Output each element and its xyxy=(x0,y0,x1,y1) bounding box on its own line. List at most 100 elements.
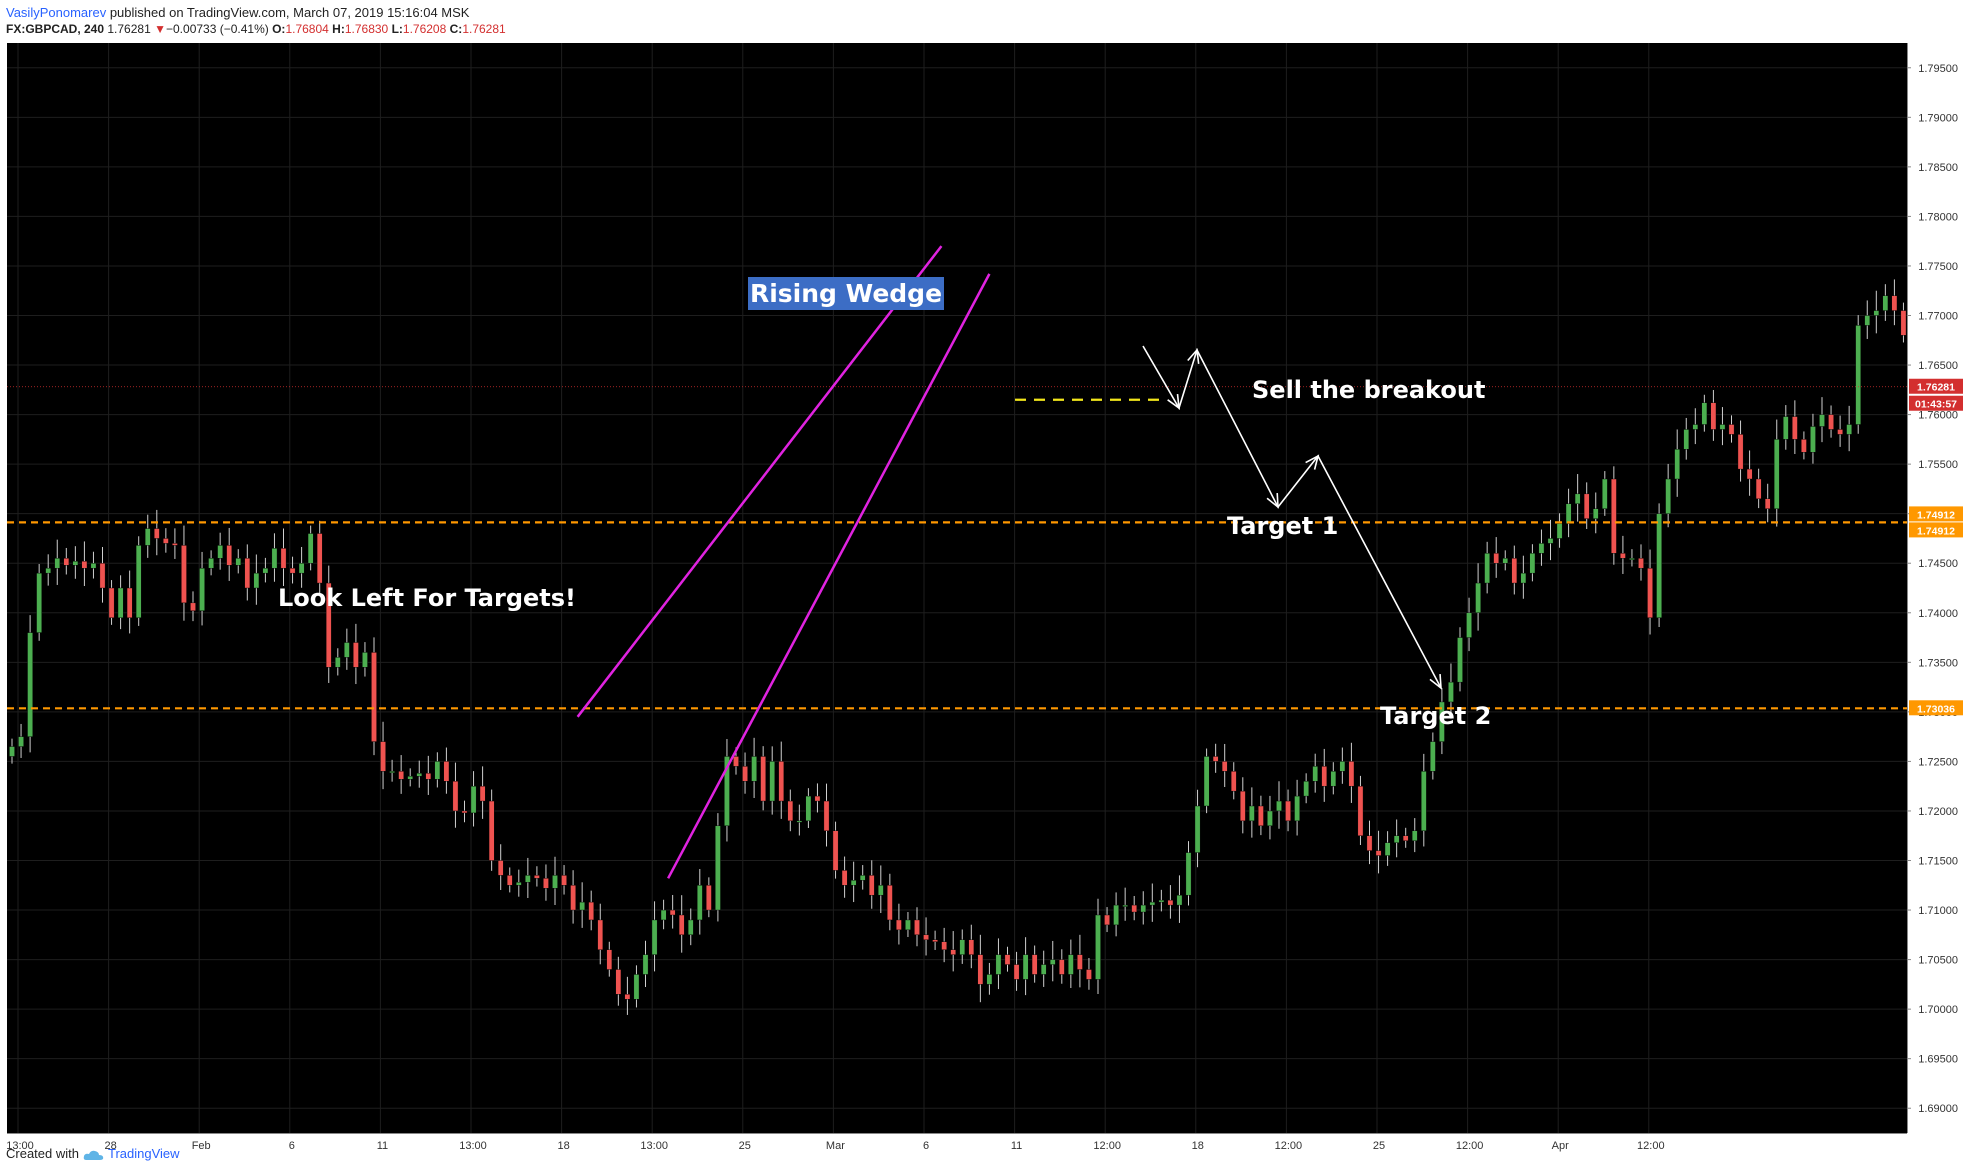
candle-up xyxy=(959,939,966,955)
candle-down xyxy=(1828,414,1834,430)
price-tick-label: 1.70500 xyxy=(1918,955,1958,967)
candle-up xyxy=(434,761,441,780)
candle-up xyxy=(1411,830,1418,841)
candle-up xyxy=(1303,781,1309,797)
candle-down xyxy=(932,939,938,942)
candle-up xyxy=(389,771,395,774)
arrowhead-3 xyxy=(1266,492,1279,509)
candle-down xyxy=(1031,954,1038,975)
candle-up xyxy=(1330,771,1337,787)
candle-down xyxy=(289,567,296,574)
candle-down xyxy=(896,919,902,931)
price-tick-label: 1.79000 xyxy=(1918,112,1958,124)
price-tick-label: 1.78500 xyxy=(1918,162,1958,174)
price-tick-label: 1.77500 xyxy=(1918,261,1958,273)
candle-down xyxy=(787,800,794,822)
candle-up xyxy=(1466,612,1472,638)
candle-up xyxy=(1176,894,1183,906)
candle-down xyxy=(887,885,893,921)
candle-down xyxy=(190,602,196,611)
price-tick-label: 1.70000 xyxy=(1918,1004,1958,1016)
time-axis[interactable]: 13:00 28 Feb 6 11 13:00 18 13:00 25 Mar 6 11 12:00 18… xyxy=(6,1133,1907,1152)
look-left-label: Look Left For Targets! xyxy=(278,584,576,612)
price-tick-label: 1.74000 xyxy=(1918,608,1958,620)
candle-up xyxy=(1565,503,1572,524)
price-tick-label: 1.78000 xyxy=(1918,211,1958,223)
candle-down xyxy=(624,994,631,1000)
candle-down xyxy=(153,528,160,539)
candle-up xyxy=(1538,543,1545,554)
candle-up xyxy=(1665,478,1671,514)
symbol-line: FX:GBPCAD, 240 1.76281 ▼−0.00733 (−0.41%… xyxy=(6,21,1966,38)
high-value: 1.76830 xyxy=(344,22,389,36)
support-1-tag: 1.74912 xyxy=(1917,509,1955,521)
projection-arrows xyxy=(1142,345,1442,690)
candle-up xyxy=(1457,637,1463,683)
last-price-tag-bg xyxy=(1909,378,1963,394)
price-tick-label: 1.71500 xyxy=(1918,856,1958,868)
time-tick-label: 25 xyxy=(1373,1140,1385,1152)
candle-up xyxy=(1267,810,1273,827)
candle-down xyxy=(1058,959,1065,975)
candle-up xyxy=(796,820,803,823)
candle-up xyxy=(1629,558,1635,560)
plot-area[interactable] xyxy=(7,43,1907,1133)
time-tick-label: 28 xyxy=(104,1140,116,1152)
candle-down xyxy=(452,781,459,812)
price-tick-label: 1.72000 xyxy=(1918,806,1958,818)
candle-up xyxy=(1701,402,1708,425)
tradingview-cloud-icon xyxy=(83,1150,103,1160)
candle-down xyxy=(941,941,947,950)
candle-up xyxy=(878,885,884,896)
candle-up xyxy=(199,567,205,611)
candle-down xyxy=(181,545,187,604)
candle-up xyxy=(307,533,314,564)
candle-down xyxy=(1402,835,1409,841)
candle-up xyxy=(633,974,640,1000)
candle-up xyxy=(1819,414,1825,427)
candle-down xyxy=(1801,439,1807,453)
candle-up xyxy=(516,882,522,886)
candle-down xyxy=(1167,899,1174,906)
candle-up xyxy=(1810,426,1816,453)
candle-down xyxy=(443,761,450,782)
candle-down xyxy=(1013,964,1020,980)
candle-down xyxy=(371,652,377,742)
candle-down xyxy=(1620,553,1626,559)
candle-up xyxy=(1420,771,1427,831)
candle-down xyxy=(1285,800,1291,822)
candle-down xyxy=(1710,402,1717,430)
grid-lines xyxy=(7,43,1907,1133)
candle-down xyxy=(923,934,929,940)
candle-up xyxy=(905,919,911,931)
candlesticks xyxy=(9,279,1925,1015)
price-tick-label: 1.69000 xyxy=(1918,1103,1958,1115)
time-tick-label: 11 xyxy=(1011,1140,1022,1152)
candle-up xyxy=(1430,741,1436,772)
candle-down xyxy=(1239,790,1246,822)
price-axis[interactable]: 1.69000 1.69500 1.70000 1.70500 1.71000 1.715… xyxy=(1907,43,1966,1133)
support-2-tag: 1.73036 xyxy=(1917,703,1955,715)
candle-down xyxy=(1086,969,1092,980)
price-tick-label: 1.77000 xyxy=(1918,311,1958,323)
candle-down xyxy=(669,909,676,916)
candle-down xyxy=(1764,498,1771,509)
candle-up xyxy=(1674,449,1680,480)
candle-down xyxy=(832,830,839,871)
candle-down xyxy=(841,870,848,886)
candle-up xyxy=(1547,538,1554,544)
arrowhead-1 xyxy=(1167,393,1180,410)
candle-up xyxy=(1158,899,1165,903)
candle-up xyxy=(1882,295,1889,311)
last-price-text: 1.76281 xyxy=(107,22,151,36)
time-tick-label: 13:00 xyxy=(640,1140,668,1152)
tradingview-brand-link[interactable]: TradingView xyxy=(108,1146,180,1161)
candle-up xyxy=(54,558,61,569)
candle-down xyxy=(1638,558,1644,569)
candle-down xyxy=(488,800,495,861)
candle-up xyxy=(253,572,260,589)
candle-down xyxy=(1221,761,1228,772)
author-link[interactable]: VasilyPonomarev xyxy=(6,5,107,20)
candle-up xyxy=(1864,315,1871,326)
